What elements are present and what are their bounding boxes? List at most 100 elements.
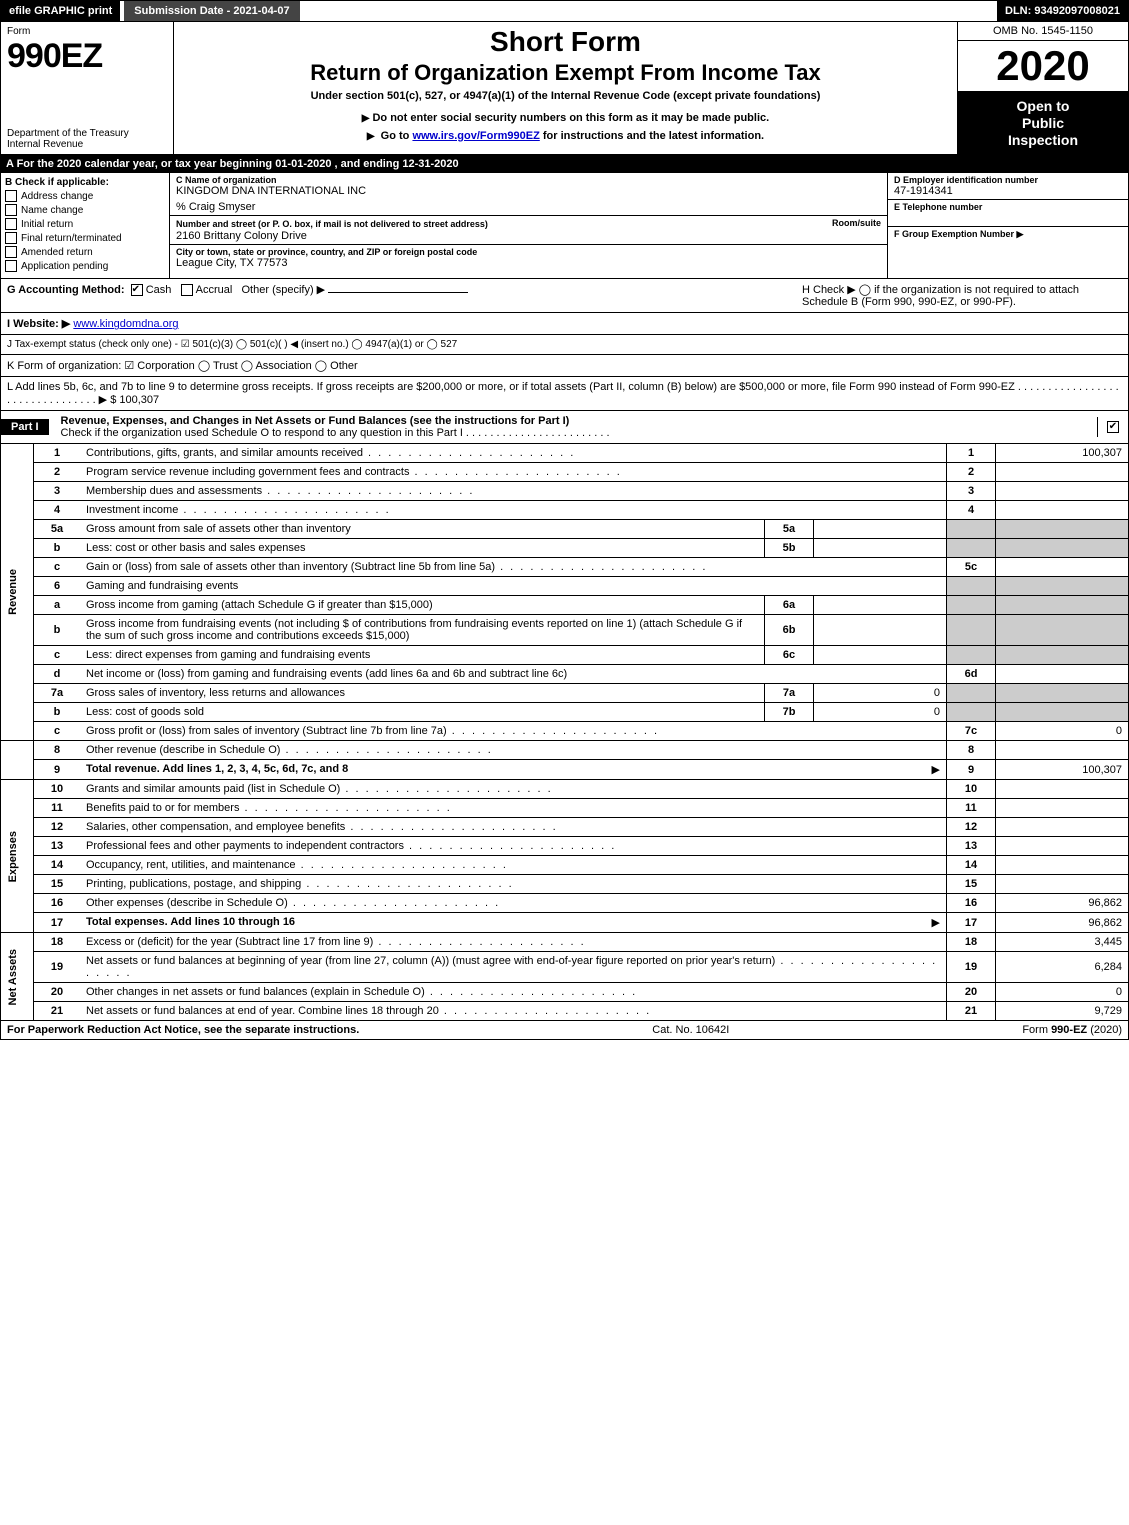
table-row: 21Net assets or fund balances at end of …	[1, 1002, 1129, 1021]
part1-check-text: Check if the organization used Schedule …	[61, 427, 610, 439]
room-label: Room/suite	[832, 218, 881, 228]
gross-receipts-row: L Add lines 5b, 6c, and 7b to line 9 to …	[0, 377, 1129, 411]
table-row: 16Other expenses (describe in Schedule O…	[1, 894, 1129, 913]
table-row: 14Occupancy, rent, utilities, and mainte…	[1, 856, 1129, 875]
irs-label: Internal Revenue	[7, 139, 167, 150]
street-label: Number and street (or P. O. box, if mail…	[176, 219, 488, 229]
open-public-line2: Public	[962, 115, 1124, 132]
revenue-side-label: Revenue	[1, 444, 34, 741]
table-row: 5aGross amount from sale of assets other…	[1, 520, 1129, 539]
g-h-row: G Accounting Method: Cash Accrual Other …	[0, 279, 1129, 313]
table-row: 19Net assets or fund balances at beginni…	[1, 952, 1129, 983]
arrow-icon	[367, 130, 378, 142]
other-specify-line[interactable]	[328, 292, 468, 293]
header-right: OMB No. 1545-1150 2020 Open to Public In…	[957, 22, 1128, 154]
form-of-org-row: K Form of organization: ☑ Corporation ◯ …	[0, 355, 1129, 377]
org-name-block: C Name of organization KINGDOM DNA INTER…	[170, 173, 887, 216]
short-form-title: Short Form	[182, 26, 949, 58]
checkboxes-column: B Check if applicable: Address change Na…	[1, 173, 170, 278]
goto-line: Go to www.irs.gov/Form990EZ for instruct…	[182, 130, 949, 142]
submission-date: Submission Date - 2021-04-07	[124, 1, 299, 21]
group-label: F Group Exemption Number ▶	[894, 229, 1122, 240]
table-row: Revenue 1 Contributions, gifts, grants, …	[1, 444, 1129, 463]
top-bar: efile GRAPHIC print Submission Date - 20…	[0, 0, 1129, 22]
part1-checkbox[interactable]	[1097, 417, 1128, 437]
tax-year: 2020	[958, 41, 1128, 92]
cb-address-change[interactable]: Address change	[5, 190, 165, 202]
table-row: 11Benefits paid to or for members11	[1, 799, 1129, 818]
other-specify: Other (specify) ▶	[242, 284, 326, 296]
goto-suffix: for instructions and the latest informat…	[543, 130, 764, 142]
name-address-column: C Name of organization KINGDOM DNA INTER…	[170, 173, 888, 278]
cb-amended-return[interactable]: Amended return	[5, 246, 165, 258]
footer-form-ref: Form Form 990-EZ (2020)990-EZ (2020)	[1022, 1024, 1122, 1036]
omb-number: OMB No. 1545-1150	[958, 22, 1128, 41]
open-public-line1: Open to	[962, 98, 1124, 115]
table-row: 3Membership dues and assessments3	[1, 482, 1129, 501]
table-row: bLess: cost of goods sold7b0	[1, 703, 1129, 722]
table-row: 9Total revenue. Add lines 1, 2, 3, 4, 5c…	[1, 760, 1129, 780]
accrual-checkbox[interactable]	[181, 284, 193, 296]
telephone-block: E Telephone number	[888, 200, 1128, 227]
table-row: 2Program service revenue including gover…	[1, 463, 1129, 482]
ein-column: D Employer identification number 47-1914…	[888, 173, 1128, 278]
table-row: aGross income from gaming (attach Schedu…	[1, 596, 1129, 615]
open-public-line3: Inspection	[962, 132, 1124, 149]
cb-final-return[interactable]: Final return/terminated	[5, 232, 165, 244]
header-mid: Short Form Return of Organization Exempt…	[174, 22, 957, 154]
city-value: League City, TX 77573	[176, 257, 881, 269]
return-title: Return of Organization Exempt From Incom…	[182, 60, 949, 86]
table-row: 13Professional fees and other payments t…	[1, 837, 1129, 856]
cb-application-pending[interactable]: Application pending	[5, 260, 165, 272]
org-name: KINGDOM DNA INTERNATIONAL INC	[176, 185, 881, 197]
table-row: Net Assets18Excess or (deficit) for the …	[1, 933, 1129, 952]
website-link[interactable]: www.kingdomdna.org	[73, 318, 178, 330]
tax-period-bar: A For the 2020 calendar year, or tax yea…	[0, 155, 1129, 173]
g-label: G Accounting Method:	[7, 284, 125, 296]
header-left: Form 990EZ Department of the Treasury In…	[1, 22, 174, 154]
org-name-label: C Name of organization	[176, 175, 881, 185]
table-row: cLess: direct expenses from gaming and f…	[1, 646, 1129, 665]
h-schedule-b: H Check ▶ ◯ if the organization is not r…	[792, 283, 1122, 308]
cb-initial-return[interactable]: Initial return	[5, 218, 165, 230]
table-row: 6Gaming and fundraising events	[1, 577, 1129, 596]
efile-print-label[interactable]: efile GRAPHIC print	[1, 1, 120, 21]
tel-label: E Telephone number	[894, 202, 1122, 212]
form-header: Form 990EZ Department of the Treasury In…	[0, 22, 1129, 155]
under-section-text: Under section 501(c), 527, or 4947(a)(1)…	[182, 90, 949, 102]
cb-name-change[interactable]: Name change	[5, 204, 165, 216]
form-label: Form	[7, 26, 167, 37]
group-exemption-block: F Group Exemption Number ▶	[888, 227, 1128, 242]
form-number: 990EZ	[7, 37, 167, 76]
ein-label: D Employer identification number	[894, 175, 1122, 185]
table-row: 15Printing, publications, postage, and s…	[1, 875, 1129, 894]
open-public-badge: Open to Public Inspection	[958, 92, 1128, 154]
part1-table: Revenue 1 Contributions, gifts, grants, …	[0, 444, 1129, 1021]
part1-badge: Part I	[1, 419, 49, 435]
goto-link[interactable]: www.irs.gov/Form990EZ	[412, 130, 539, 142]
table-row: dNet income or (loss) from gaming and fu…	[1, 665, 1129, 684]
ein-value: 47-1914341	[894, 185, 1122, 197]
page-footer: For Paperwork Reduction Act Notice, see …	[0, 1021, 1129, 1040]
table-row: 12Salaries, other compensation, and empl…	[1, 818, 1129, 837]
part1-title: Revenue, Expenses, and Changes in Net As…	[55, 411, 1097, 443]
table-row: 8Other revenue (describe in Schedule O)8	[1, 741, 1129, 760]
website-label: I Website: ▶	[7, 318, 70, 330]
accounting-method: G Accounting Method: Cash Accrual Other …	[7, 283, 792, 308]
street-value: 2160 Brittany Colony Drive	[176, 230, 881, 242]
table-row: cGain or (loss) from sale of assets othe…	[1, 558, 1129, 577]
l-amount: 100,307	[119, 394, 159, 406]
ein-block: D Employer identification number 47-1914…	[888, 173, 1128, 200]
entity-info: B Check if applicable: Address change Na…	[0, 173, 1129, 279]
city-label: City or town, state or province, country…	[176, 247, 881, 257]
tel-value	[894, 212, 1122, 224]
website-row: I Website: ▶ www.kingdomdna.org	[0, 313, 1129, 335]
l-text: L Add lines 5b, 6c, and 7b to line 9 to …	[7, 381, 1119, 406]
table-row: 17Total expenses. Add lines 10 through 1…	[1, 913, 1129, 933]
tax-exempt-status-row: J Tax-exempt status (check only one) - ☑…	[0, 335, 1129, 355]
footer-catalog: Cat. No. 10642I	[359, 1024, 1022, 1036]
table-row: 7aGross sales of inventory, less returns…	[1, 684, 1129, 703]
expenses-side-label: Expenses	[1, 780, 34, 933]
cash-checkbox[interactable]	[131, 284, 143, 296]
section-b-header: B Check if applicable:	[5, 177, 165, 188]
